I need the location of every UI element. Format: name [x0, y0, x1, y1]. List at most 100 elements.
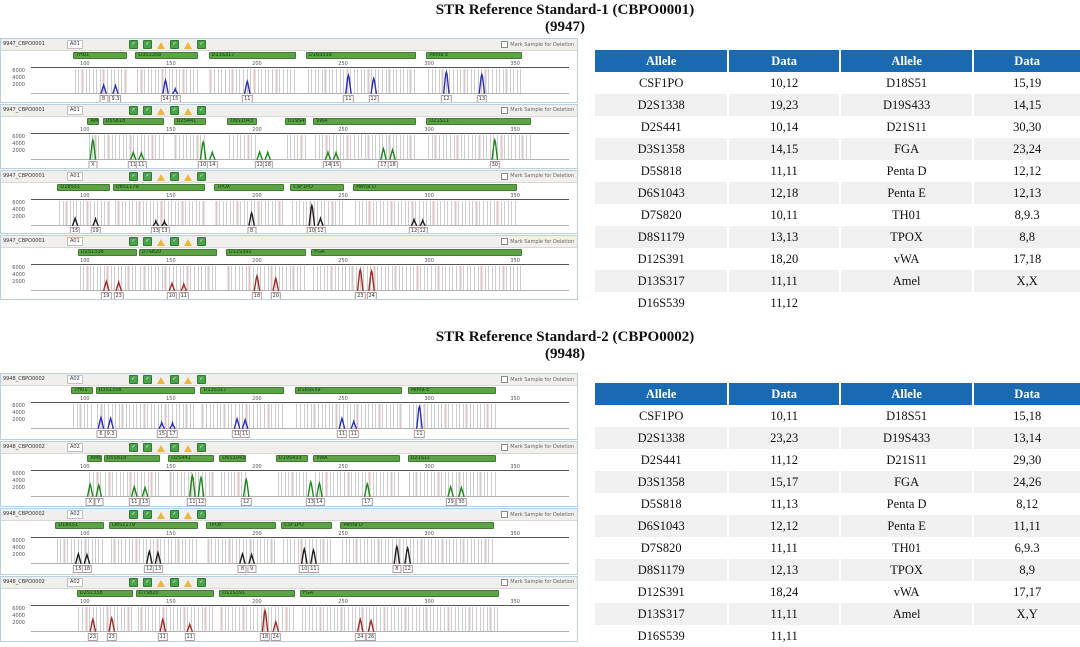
bin-line: [260, 606, 262, 631]
bin-line: [139, 200, 141, 225]
mark-sample-checkbox[interactable]: [501, 172, 509, 180]
table-header-row: Allele Data Allele Data: [595, 383, 1080, 405]
bin-line: [165, 266, 167, 291]
bin-line: [411, 606, 413, 631]
ruler-tick-label: 350: [510, 258, 520, 265]
bin-line: [69, 200, 71, 225]
bin-line: [348, 266, 350, 291]
column-header: Data: [972, 383, 1080, 405]
ruler-tick-label: 200: [252, 126, 262, 133]
bin-line: [137, 606, 139, 631]
quality-pass-icon: ✓: [129, 105, 138, 115]
bin-line: [467, 69, 469, 93]
bin-line: [351, 471, 353, 496]
bin-line: [427, 266, 429, 291]
column-header: Data: [972, 50, 1080, 72]
bin-line: [427, 471, 429, 496]
bin-line: [362, 200, 364, 225]
bin-line: [284, 471, 286, 496]
bin-line: [83, 404, 85, 428]
bin-line: [242, 266, 244, 291]
well-label: A02: [67, 510, 83, 519]
bin-line: [237, 471, 239, 496]
bin-line: [464, 134, 466, 159]
bin-line: [260, 404, 262, 428]
bin-line: [495, 69, 497, 93]
bin-line: [470, 69, 472, 93]
bin-line: [489, 134, 491, 159]
bin-line: [154, 69, 156, 93]
ruler-tick-label: 200: [252, 192, 262, 199]
bin-line: [302, 471, 304, 496]
mark-sample-checkbox[interactable]: [501, 41, 509, 48]
bin-line: [91, 404, 93, 428]
bin-line: [343, 471, 345, 496]
bin-line: [153, 539, 155, 563]
bin-line: [301, 606, 303, 631]
bin-line: [455, 471, 457, 496]
allele-call-label: 24: [355, 632, 366, 641]
table-row: D2S441 10,14 D21S11 30,30: [595, 116, 1080, 138]
allele-data-table: Allele Data Allele Data CSF1PO 10,11 D18S51 15,…: [595, 383, 1080, 647]
bin-line: [185, 539, 187, 563]
bin-line: [243, 69, 245, 93]
allele-call-label: 11: [414, 430, 425, 438]
bin-line: [487, 471, 489, 496]
bin-line: [438, 539, 440, 563]
mark-sample-checkbox[interactable]: [501, 106, 509, 114]
locus-bar-row: AMELD5S818 D2S441 D6S1043 D19S433 vWA D21S11: [31, 117, 569, 126]
bin-line: [480, 471, 482, 496]
bin-line: [204, 266, 206, 291]
bin-line: [136, 404, 138, 428]
mark-sample-checkbox[interactable]: [501, 376, 509, 383]
bin-line: [151, 69, 153, 93]
sample-name-label: 9948_CBPO0002: [3, 511, 45, 517]
table-row: D2S1338 23,23 D19S433 13,14: [595, 427, 1080, 449]
ruler-tick-label: 250: [338, 61, 348, 67]
bin-line: [413, 539, 415, 563]
mark-sample-checkbox[interactable]: [501, 443, 509, 451]
bin-line: [434, 539, 436, 563]
bin-line: [329, 471, 331, 496]
bin-line: [429, 606, 431, 631]
allele-call-label: 15: [69, 226, 81, 234]
bin-line: [342, 200, 344, 225]
bin-line: [350, 404, 352, 428]
mark-sample-checkbox-label: Mark Sample for Deletion: [510, 238, 574, 245]
bin-line: [382, 69, 384, 93]
bin-line: [433, 200, 435, 225]
bin-line: [282, 404, 284, 428]
bin-line: [481, 266, 483, 291]
bin-line: [186, 266, 188, 291]
bin-line: [346, 134, 348, 159]
bin-line: [394, 606, 396, 631]
locus-bar: D18S51: [55, 522, 104, 529]
size-ruler: [31, 537, 569, 538]
y-axis-label: 4000: [12, 410, 25, 416]
bin-line: [85, 69, 87, 93]
bin-line: [484, 69, 486, 93]
bin-line: [438, 266, 440, 291]
bin-line: [155, 134, 157, 159]
quality-pass-icon: ✓: [143, 510, 152, 519]
bin-line: [290, 134, 292, 159]
allele-call-label: 23: [87, 632, 99, 641]
mark-sample-checkbox[interactable]: [501, 238, 509, 246]
bin-line: [323, 539, 325, 563]
quality-flags: ✓ ✓ ✓ ✓: [129, 510, 206, 519]
locus-name-cell: D6S1043: [595, 182, 729, 204]
bin-line: [350, 69, 352, 93]
y-axis-label: 2000: [12, 619, 25, 626]
bin-line: [413, 69, 415, 93]
bin-line: [203, 200, 204, 225]
bin-line: [151, 606, 153, 631]
allele-call-label: X: [85, 497, 95, 506]
quality-warning-icon: [157, 579, 165, 587]
table-row: D6S1043 12,18 Penta E 12,13: [595, 182, 1080, 204]
ruler-tick-label: 100: [80, 258, 90, 265]
mark-sample-checkbox[interactable]: [501, 511, 509, 518]
bin-line: [181, 539, 183, 563]
bin-line: [314, 69, 316, 93]
mark-sample-checkbox[interactable]: [501, 578, 509, 586]
allele-call-label: 19: [90, 226, 101, 234]
